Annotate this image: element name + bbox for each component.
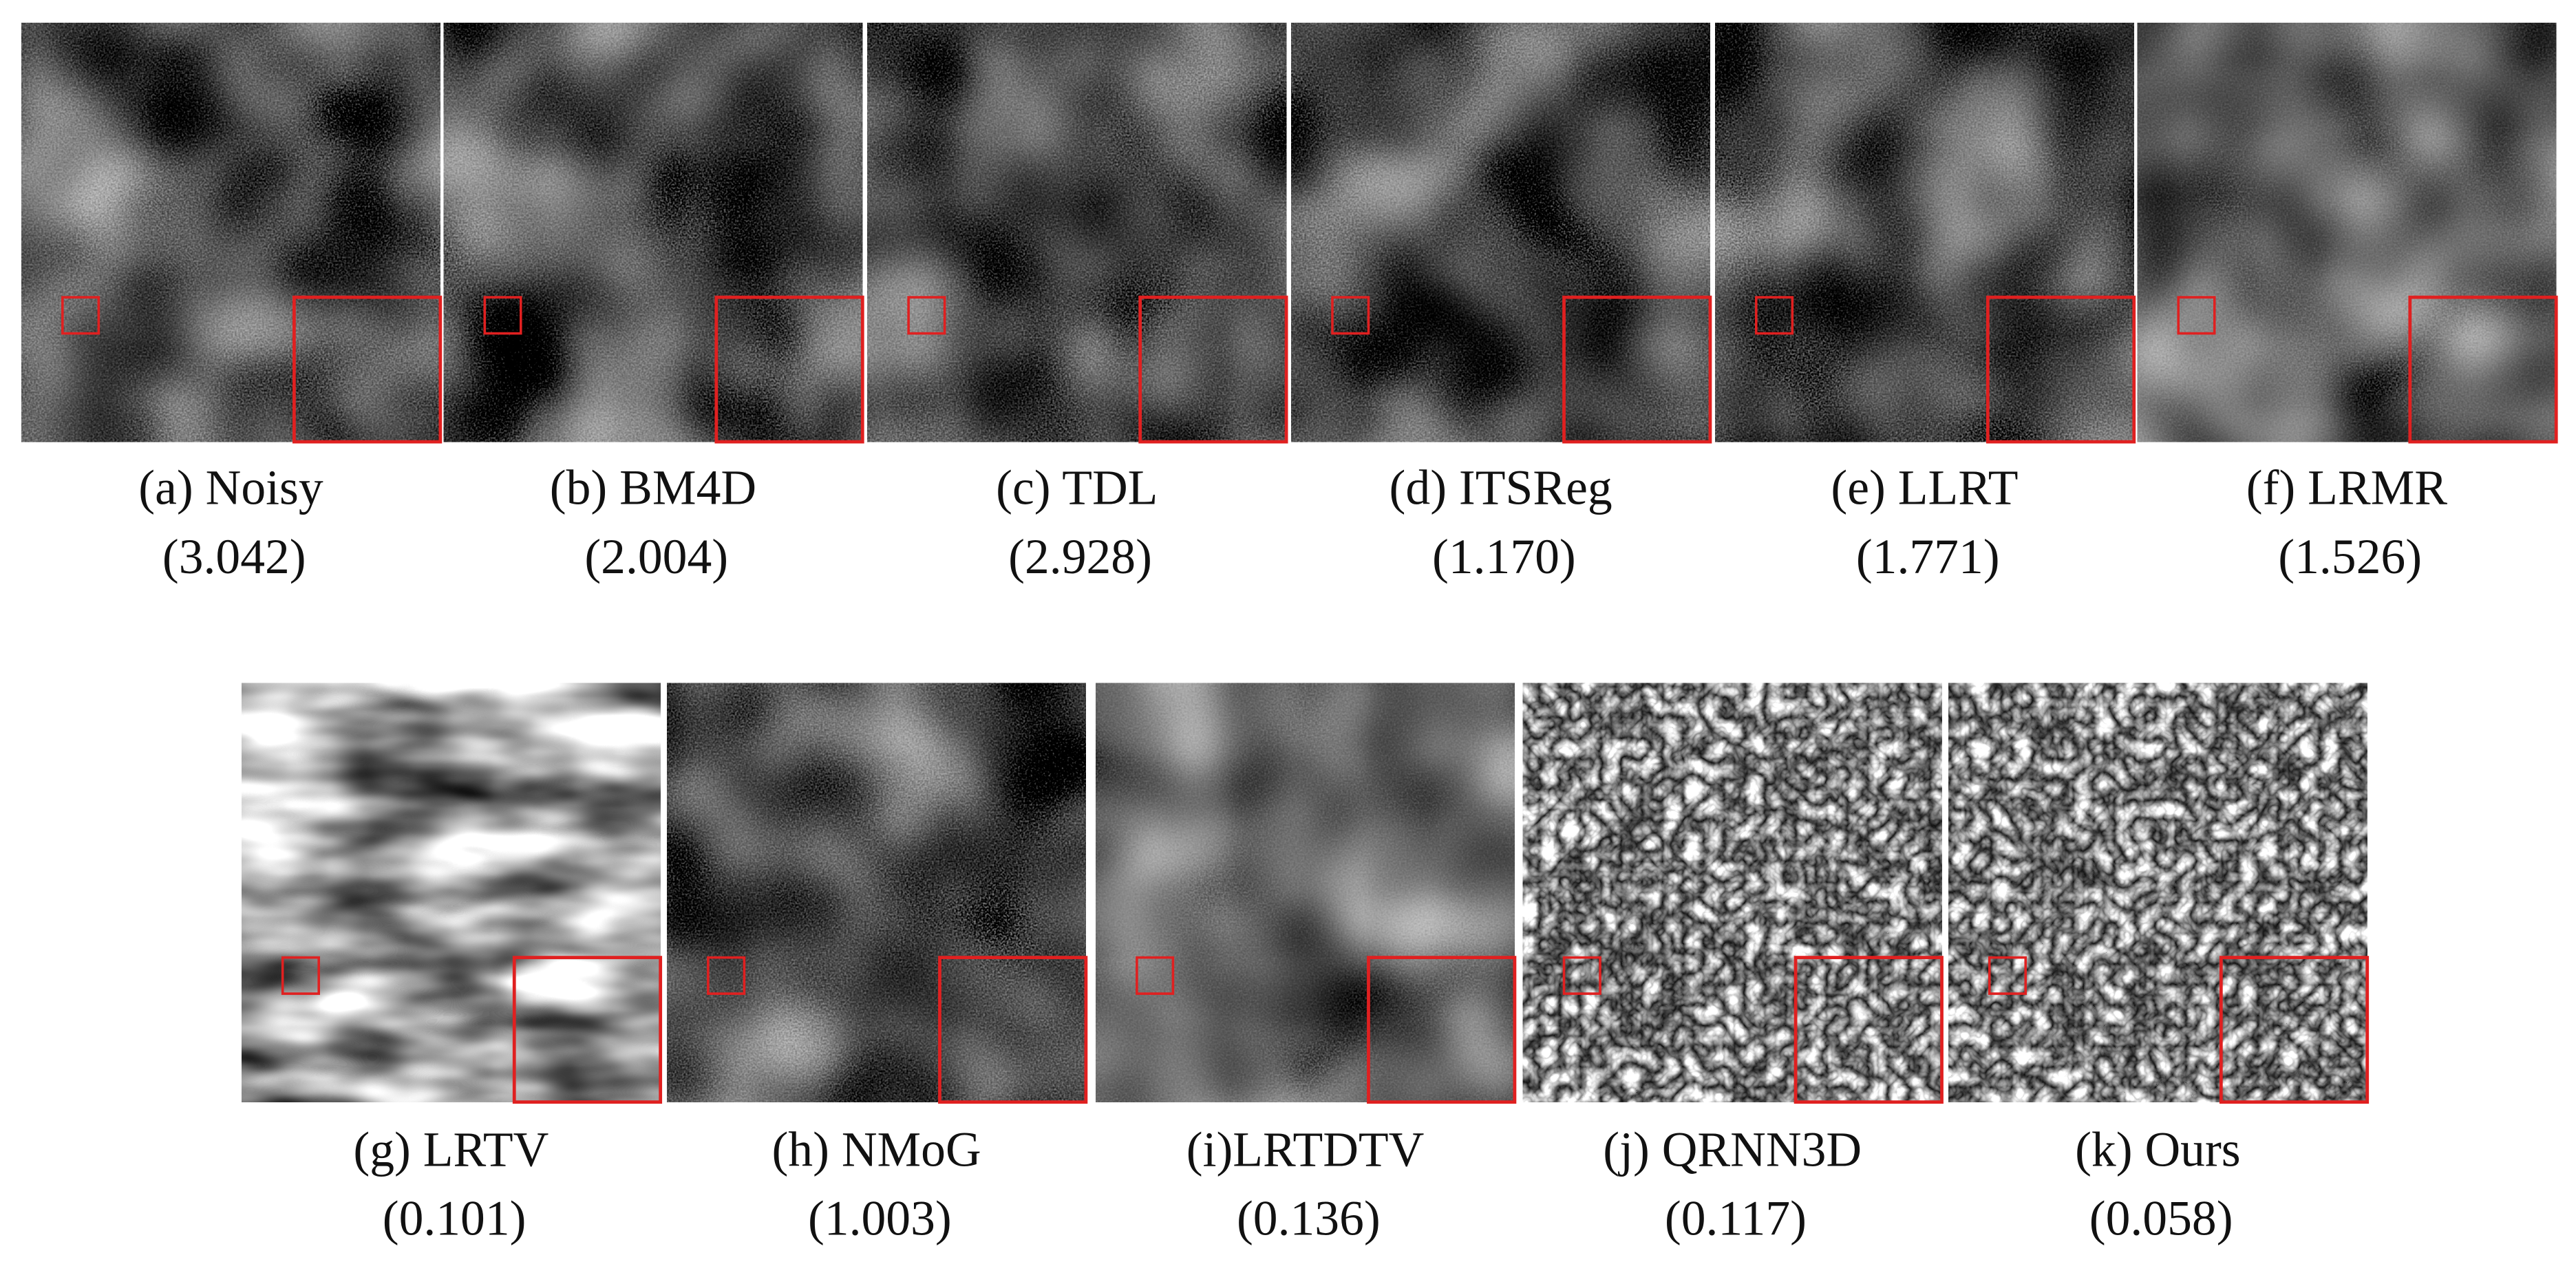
panel-score: (2.928) (1008, 530, 1152, 584)
zoom-inset (1988, 297, 2134, 442)
panel-score: (0.136) (1237, 1192, 1381, 1246)
panel: (b) BM4D (2.004) (443, 23, 864, 584)
zoom-region (1988, 956, 2027, 995)
panel: (e) LLRT (1.771) (1715, 23, 2136, 584)
zoom-region (1562, 956, 1601, 995)
zoom-region (2177, 296, 2216, 335)
zoom-inset (1368, 957, 1515, 1102)
panel-score: (3.042) (162, 530, 306, 584)
panel-caption: (e) LLRT (1831, 461, 2018, 515)
panel-caption: (j) QRNN3D (1603, 1122, 1862, 1177)
panel: (f) LRMR (1.526) (2137, 23, 2558, 584)
panel-caption: (g) LRTV (353, 1122, 549, 1177)
panel-score: (0.101) (383, 1192, 526, 1246)
zoom-inset (1140, 297, 1287, 442)
zoom-region (61, 296, 100, 335)
zoom-inset-border (2219, 956, 2370, 1104)
zoom-inset-border (714, 295, 864, 444)
panel-score: (1.771) (1856, 530, 2000, 584)
panel: (c) TDL (2.928) (867, 23, 1288, 584)
panel-caption: (d) ITSReg (1390, 461, 1612, 515)
panel-score: (0.117) (1665, 1192, 1807, 1246)
panel: (i)LRTDTV (0.136) (1096, 683, 1517, 1246)
panel: (a) Noisy (3.042) (21, 23, 443, 584)
zoom-inset-border (1138, 295, 1288, 444)
zoom-inset-border (1367, 956, 1517, 1104)
panel: (d) ITSReg (1.170) (1291, 23, 1712, 584)
zoom-inset (1796, 957, 1942, 1102)
panel: (j) QRNN3D (0.117) (1522, 683, 1944, 1246)
panel-caption: (a) Noisy (138, 461, 323, 515)
zoom-region (483, 296, 522, 335)
zoom-inset (716, 297, 863, 442)
zoom-inset (294, 297, 440, 442)
panel-caption: (f) LRMR (2246, 461, 2448, 515)
zoom-inset (2409, 297, 2557, 442)
panel-score: (1.526) (2278, 530, 2422, 584)
zoom-inset-border (512, 956, 663, 1104)
zoom-inset-border (292, 295, 443, 444)
panel-score: (0.058) (2089, 1192, 2233, 1246)
panel-caption: (h) NMoG (771, 1122, 981, 1177)
panel: (g) LRTV (0.101) (242, 683, 663, 1246)
zoom-inset-border (1793, 956, 1944, 1104)
panel-caption: (i)LRTDTV (1186, 1122, 1425, 1177)
zoom-inset-border (2408, 295, 2558, 444)
zoom-inset-border (938, 956, 1088, 1104)
zoom-region (1136, 956, 1175, 995)
zoom-region (1331, 296, 1370, 335)
panel-score: (1.170) (1432, 530, 1576, 584)
panel-score: (1.003) (808, 1192, 952, 1246)
zoom-region (281, 956, 320, 995)
zoom-inset (1564, 297, 1710, 442)
panel: (k) Ours (0.058) (1948, 683, 2370, 1246)
panel-caption: (c) TDL (996, 461, 1158, 515)
zoom-inset (514, 957, 661, 1102)
zoom-inset (2221, 957, 2367, 1102)
zoom-region (907, 296, 946, 335)
zoom-region (707, 956, 746, 995)
panel: (h) NMoG (1.003) (667, 683, 1088, 1246)
panel-caption: (k) Ours (2075, 1122, 2241, 1177)
zoom-inset (939, 957, 1086, 1102)
zoom-inset-border (1562, 295, 1712, 444)
zoom-region (1754, 296, 1794, 335)
zoom-inset-border (1986, 295, 2136, 444)
panel-caption: (b) BM4D (550, 461, 756, 515)
panel-score: (2.004) (584, 530, 728, 584)
